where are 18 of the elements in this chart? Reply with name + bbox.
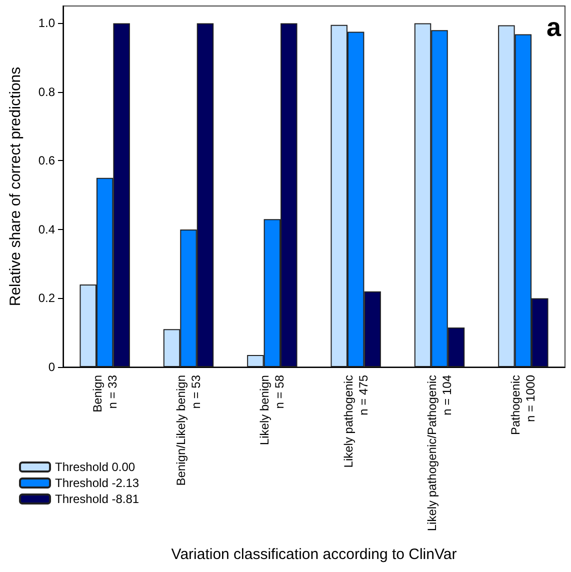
legend-label: Threshold -8.81 <box>55 492 140 506</box>
x-tick-label: Benign n = 33 <box>90 374 120 412</box>
x-tick-label: Benign/Likely benign n = 53 <box>174 374 203 486</box>
legend-label: Threshold -2.13 <box>55 476 140 490</box>
x-axis-title: Variation classification according to ClinVar <box>171 546 457 563</box>
y-axis-title: Relative share of correct predictions <box>7 66 24 306</box>
annotation: a <box>546 12 562 42</box>
y-tick-label: 1.0 <box>38 16 56 30</box>
x-tick-label: Likely pathogenic/Pathogenic n = 104 <box>425 374 454 532</box>
legend-label: Threshold 0.00 <box>55 460 136 474</box>
y-tick-label: 0.6 <box>38 154 56 168</box>
x-tick-label: Likely benign n = 58 <box>258 374 287 446</box>
y-tick-label: 0 <box>48 360 56 374</box>
y-tick-label: 0.4 <box>38 222 56 236</box>
y-tick-label: 0.8 <box>38 84 56 99</box>
y-tick-label: 0.2 <box>38 291 56 306</box>
x-tick-label: Pathogenic n = 1000 <box>508 374 538 436</box>
x-tick-label: Likely pathogenic n = 475 <box>341 374 370 468</box>
